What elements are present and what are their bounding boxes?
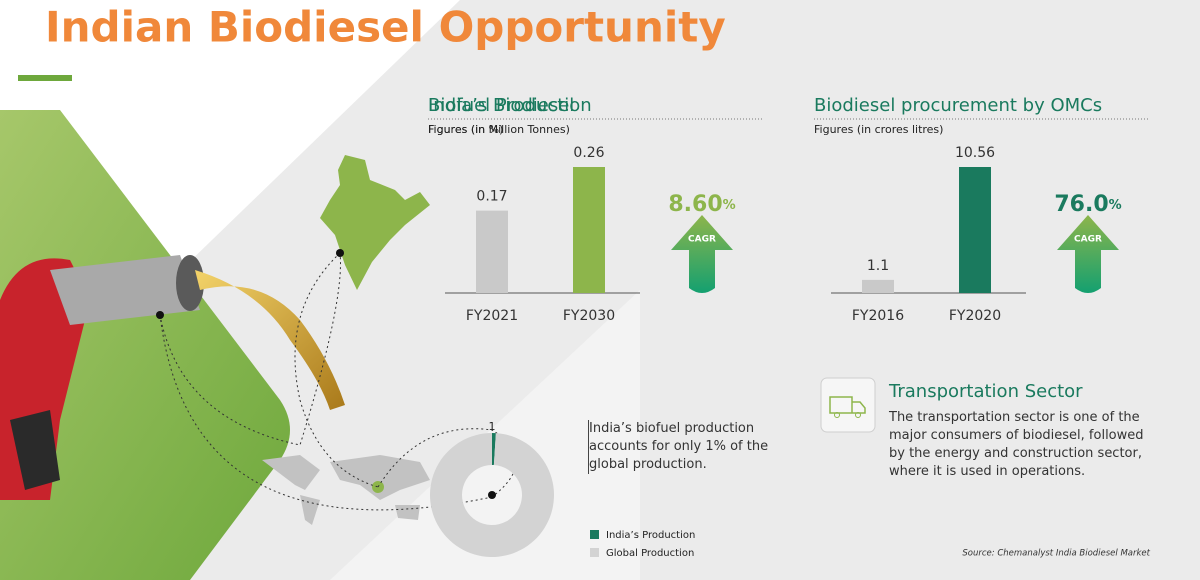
category-label: FY2021 — [466, 308, 518, 324]
donut-slice — [492, 433, 496, 466]
cagr-number: 8.60 — [668, 192, 722, 217]
center-dot — [488, 491, 496, 499]
cagr-value: 76.0% — [1054, 192, 1121, 217]
value-label: 0.26 — [573, 145, 604, 161]
connector-dot — [156, 311, 164, 319]
bar — [862, 279, 894, 293]
bar — [476, 210, 508, 293]
connector-dot — [336, 249, 344, 257]
title-underline — [18, 75, 72, 81]
truck-icon — [829, 396, 866, 414]
cagr-unit: % — [723, 198, 736, 213]
cagr-label: CAGR — [1074, 235, 1102, 245]
legend-label: Global Production — [606, 548, 694, 559]
cagr-value: 8.60% — [668, 192, 735, 217]
value-label: 1 — [489, 420, 496, 433]
donut-slice — [430, 433, 555, 557]
note: India’s biofuel production accounts for … — [588, 420, 769, 474]
category-label: FY2020 — [949, 308, 1001, 324]
cagr-unit: % — [1109, 198, 1122, 213]
truck-wheel — [834, 412, 840, 418]
connector — [159, 252, 341, 446]
source: Source: Chemanalyst India Biodiesel Mark… — [962, 549, 1150, 559]
nozzle-tip — [176, 255, 204, 311]
value-label: 1.1 — [867, 258, 889, 274]
value-label: 0.17 — [476, 189, 507, 205]
connector — [377, 428, 517, 498]
chart-subtitle: Figures (in crores litres) — [814, 123, 943, 136]
bar — [959, 167, 991, 293]
category-label: FY2030 — [563, 308, 615, 324]
chart-subtitle: Figures (in Million Tonnes) — [428, 123, 570, 136]
cagr-number: 76.0 — [1054, 192, 1108, 217]
india-map — [320, 155, 430, 290]
cagr-arrow — [1057, 215, 1119, 293]
chart-title: India’s Biodiesel — [428, 95, 574, 116]
legend-swatch — [590, 548, 599, 557]
section-title: Transportation Sector — [888, 381, 1083, 402]
world-map — [262, 455, 430, 525]
value-label: 10.56 — [955, 145, 995, 161]
legend-label: India’s Production — [606, 530, 695, 541]
cagr-arrow — [671, 215, 733, 293]
chart-subtitle: Figures (in %) — [428, 123, 503, 136]
bar — [573, 167, 605, 293]
nozzle-handle — [10, 410, 60, 490]
fuel-stream — [195, 270, 345, 410]
icon-box — [820, 377, 876, 433]
chart-title: Biofuel Production — [428, 95, 592, 116]
truck-wheel — [855, 412, 861, 418]
legend-swatch — [590, 530, 599, 539]
bg-green — [0, 110, 290, 580]
connector — [294, 252, 379, 488]
cagr-label: CAGR — [688, 235, 716, 245]
page-title: Indian Biodiesel Opportunity — [45, 3, 726, 52]
section-text: The transportation sector is one of the … — [889, 410, 1144, 479]
nozzle-pipe — [50, 255, 200, 325]
chart-title: Biodiesel procurement by OMCs — [814, 95, 1102, 116]
category-label: FY2016 — [852, 308, 904, 324]
